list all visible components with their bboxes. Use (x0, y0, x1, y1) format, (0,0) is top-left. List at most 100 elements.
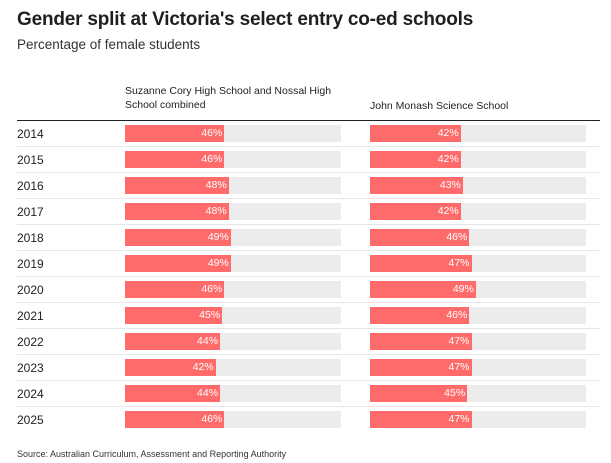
bar-track-suzanne-cory-nossal: 46% (125, 151, 341, 168)
bar-john-monash: 43% (370, 177, 463, 194)
year-label: 2019 (17, 257, 44, 271)
bar-john-monash: 47% (370, 333, 472, 350)
year-label: 2020 (17, 283, 44, 297)
table-row: 2018 49% 46% (17, 225, 600, 251)
chart-subtitle: Percentage of female students (17, 37, 201, 52)
bar-value-label: 42% (437, 153, 459, 165)
year-label: 2018 (17, 231, 44, 245)
bar-john-monash: 46% (370, 307, 470, 324)
bar-value-label: 42% (437, 127, 459, 139)
bar-value-label: 46% (201, 413, 223, 425)
bar-john-monash: 42% (370, 125, 461, 142)
bar-john-monash: 46% (370, 229, 470, 246)
bar-suzanne-cory-nossal: 45% (125, 307, 223, 324)
table-row: 2017 48% 42% (17, 199, 600, 225)
bar-suzanne-cory-nossal: 42% (125, 359, 216, 376)
bar-value-label: 47% (448, 257, 470, 269)
bar-track-suzanne-cory-nossal: 45% (125, 307, 341, 324)
table-row: 2021 45% 46% (17, 303, 600, 329)
bar-john-monash: 47% (370, 359, 472, 376)
bar-john-monash: 47% (370, 411, 472, 428)
year-label: 2017 (17, 205, 44, 219)
bar-value-label: 46% (201, 153, 223, 165)
bar-value-label: 47% (448, 413, 470, 425)
bar-track-john-monash: 47% (370, 255, 586, 272)
bar-value-label: 48% (205, 179, 227, 191)
bar-track-suzanne-cory-nossal: 46% (125, 125, 341, 142)
bar-john-monash: 42% (370, 151, 461, 168)
table-row: 2020 46% 49% (17, 277, 600, 303)
table-row: 2022 44% 47% (17, 329, 600, 355)
bar-track-john-monash: 49% (370, 281, 586, 298)
bar-value-label: 46% (446, 309, 468, 321)
year-label: 2025 (17, 413, 44, 427)
bar-track-john-monash: 43% (370, 177, 586, 194)
table-row: 2014 46% 42% (17, 121, 600, 147)
bar-john-monash: 45% (370, 385, 468, 402)
bar-suzanne-cory-nossal: 46% (125, 151, 225, 168)
bar-track-john-monash: 42% (370, 125, 586, 142)
bar-value-label: 45% (199, 309, 221, 321)
bar-value-label: 49% (452, 283, 474, 295)
source-note: Source: Australian Curriculum, Assessmen… (17, 449, 287, 459)
table-row: 2019 49% 47% (17, 251, 600, 277)
bar-track-suzanne-cory-nossal: 49% (125, 229, 341, 246)
bar-value-label: 44% (197, 387, 219, 399)
bar-track-suzanne-cory-nossal: 46% (125, 281, 341, 298)
bar-value-label: 42% (192, 361, 214, 373)
bar-suzanne-cory-nossal: 46% (125, 125, 225, 142)
bar-track-john-monash: 46% (370, 307, 586, 324)
bar-track-suzanne-cory-nossal: 42% (125, 359, 341, 376)
bar-suzanne-cory-nossal: 46% (125, 411, 225, 428)
year-label: 2016 (17, 179, 44, 193)
bar-track-suzanne-cory-nossal: 44% (125, 333, 341, 350)
bar-track-suzanne-cory-nossal: 49% (125, 255, 341, 272)
table-row: 2023 42% 47% (17, 355, 600, 381)
year-label: 2021 (17, 309, 44, 323)
year-label: 2024 (17, 387, 44, 401)
bar-track-suzanne-cory-nossal: 46% (125, 411, 341, 428)
table-row: 2015 46% 42% (17, 147, 600, 173)
bar-suzanne-cory-nossal: 46% (125, 281, 225, 298)
table-row: 2025 46% 47% (17, 407, 600, 433)
bar-john-monash: 49% (370, 281, 476, 298)
header-divider (17, 120, 600, 121)
bar-value-label: 42% (437, 205, 459, 217)
bar-suzanne-cory-nossal: 49% (125, 229, 231, 246)
bar-table: 2014 46% 42% 2015 46% 42% 2016 48% 43% 2017 48% 42%… (17, 121, 600, 433)
bar-value-label: 46% (446, 231, 468, 243)
bar-track-john-monash: 42% (370, 151, 586, 168)
bar-value-label: 49% (207, 231, 229, 243)
year-label: 2022 (17, 335, 44, 349)
column-header-john-monash: John Monash Science School (370, 100, 509, 112)
bar-value-label: 43% (439, 179, 461, 191)
bar-track-john-monash: 47% (370, 411, 586, 428)
bar-value-label: 44% (197, 335, 219, 347)
bar-track-suzanne-cory-nossal: 48% (125, 177, 341, 194)
year-label: 2023 (17, 361, 44, 375)
bar-track-suzanne-cory-nossal: 48% (125, 203, 341, 220)
bar-value-label: 46% (201, 127, 223, 139)
bar-value-label: 49% (207, 257, 229, 269)
bar-track-john-monash: 45% (370, 385, 586, 402)
table-row: 2024 44% 45% (17, 381, 600, 407)
bar-value-label: 45% (444, 387, 466, 399)
column-header-suzanne-cory-nossal: Suzanne Cory High School and Nossal High… (125, 85, 332, 111)
bar-value-label: 48% (205, 205, 227, 217)
bar-john-monash: 47% (370, 255, 472, 272)
bar-suzanne-cory-nossal: 44% (125, 385, 221, 402)
chart-title: Gender split at Victoria's select entry … (17, 9, 474, 30)
table-row: 2016 48% 43% (17, 173, 600, 199)
year-label: 2014 (17, 127, 44, 141)
bar-john-monash: 42% (370, 203, 461, 220)
bar-suzanne-cory-nossal: 48% (125, 203, 229, 220)
bar-track-john-monash: 42% (370, 203, 586, 220)
bar-suzanne-cory-nossal: 48% (125, 177, 229, 194)
bar-suzanne-cory-nossal: 44% (125, 333, 221, 350)
bar-track-suzanne-cory-nossal: 44% (125, 385, 341, 402)
bar-value-label: 47% (448, 361, 470, 373)
bar-track-john-monash: 47% (370, 333, 586, 350)
bar-value-label: 47% (448, 335, 470, 347)
bar-suzanne-cory-nossal: 49% (125, 255, 231, 272)
year-label: 2015 (17, 153, 44, 167)
